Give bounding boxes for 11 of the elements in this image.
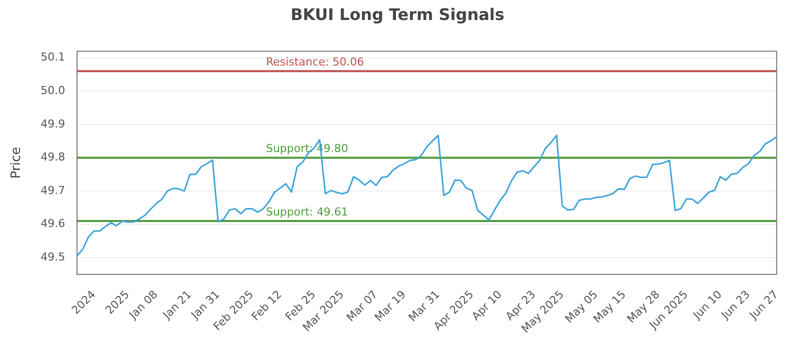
chart-title: BKUI Long Term Signals xyxy=(290,4,504,24)
ref-line-label: Resistance: 50.06 xyxy=(266,56,364,69)
y-tick-label: 49.5 xyxy=(40,250,66,264)
y-tick-label: 49.9 xyxy=(40,117,66,130)
y-tick-label: 50.1 xyxy=(40,50,66,64)
y-tick-label: 49.6 xyxy=(40,217,66,230)
y-tick-label: 50.0 xyxy=(40,84,66,98)
ref-line-label: Support: 49.61 xyxy=(266,205,348,218)
y-tick-label: 49.7 xyxy=(40,184,66,197)
y-axis-title: Price xyxy=(9,146,24,179)
y-tick-label: 49.8 xyxy=(40,150,66,164)
